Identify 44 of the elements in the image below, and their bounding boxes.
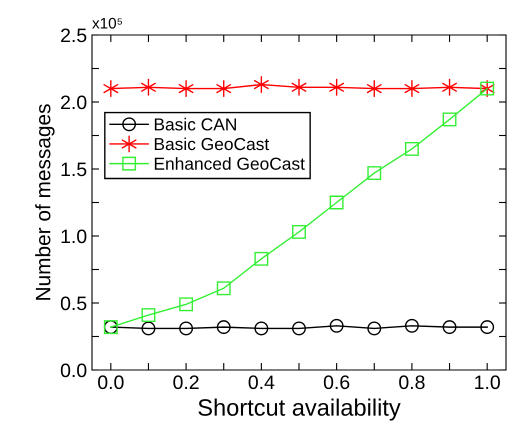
point (292, 322, 306, 336)
point (367, 322, 382, 336)
point (366, 80, 382, 98)
text: x10⁵ (92, 18, 122, 29)
point (216, 320, 231, 334)
y-tick-label: 0.0 (60, 363, 86, 378)
legend-label: Basic GeoCast (154, 137, 270, 150)
x-tick-label: 0.8 (399, 375, 425, 390)
point (292, 225, 306, 239)
point (442, 112, 456, 126)
y-tick-label: 1.0 (62, 229, 86, 244)
point (179, 322, 194, 336)
legend-label: Enhanced GeoCast (154, 157, 305, 170)
point (330, 196, 344, 210)
point (328, 78, 345, 96)
point (330, 318, 344, 333)
point (179, 297, 194, 312)
point (142, 308, 156, 322)
point (404, 142, 419, 156)
y-tick-label: 2.5 (61, 28, 86, 42)
y-tick-label: 2.0 (61, 95, 86, 110)
point (404, 318, 419, 333)
x-tick-label: 0.0 (98, 375, 124, 390)
y-axis-title: Number of messages (35, 104, 55, 300)
x-tick-label: 0.4 (248, 375, 274, 390)
point (216, 281, 231, 296)
point (442, 320, 456, 334)
x-axis-title: Shortcut availability (198, 398, 401, 421)
point (216, 80, 232, 98)
point (253, 76, 270, 94)
point (254, 252, 268, 266)
legend-label: Basic CAN (154, 118, 236, 131)
point (480, 320, 494, 334)
point (142, 322, 156, 336)
point (404, 80, 420, 98)
point (367, 166, 382, 180)
x-tick-label: 0.2 (173, 375, 199, 390)
point (178, 80, 194, 98)
x-tick-label: 0.6 (324, 375, 350, 390)
y-tick-label: 0.5 (60, 296, 86, 310)
x-tick-label: 1.0 (475, 375, 500, 390)
y-tick-label: 1.5 (62, 162, 86, 176)
point (102, 80, 119, 98)
point (254, 322, 268, 336)
